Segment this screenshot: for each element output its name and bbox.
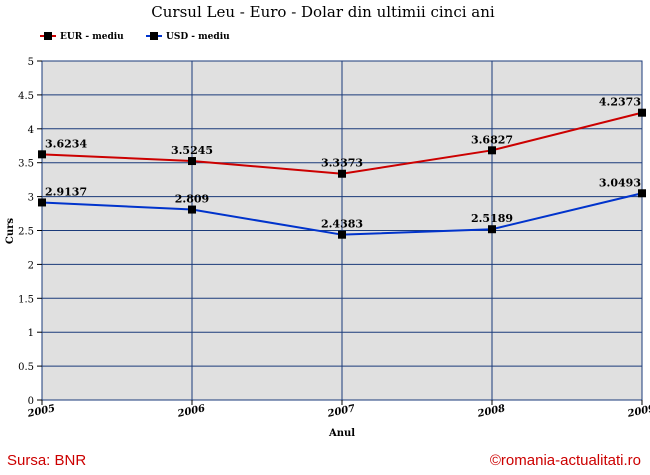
- data-label: 3.5245: [171, 144, 213, 157]
- grid: [41, 60, 643, 401]
- line-chart: Cursul Leu - Euro - Dolar din ultimii ci…: [5, 3, 650, 439]
- x-tick-label: 2007: [326, 403, 357, 420]
- data-label: 2.809: [175, 193, 209, 206]
- data-label: 3.0493: [599, 176, 641, 189]
- y-tick-label: 4.5: [18, 91, 34, 102]
- data-label: 3.6827: [471, 133, 513, 146]
- data-point: [38, 198, 46, 207]
- data-point: [488, 146, 496, 155]
- y-tick-label: 2: [28, 260, 34, 271]
- credit-link[interactable]: ©romania-actualitati.ro: [489, 452, 641, 469]
- data-label: 2.4383: [321, 218, 363, 231]
- chart-title: Cursul Leu - Euro - Dolar din ultimii ci…: [151, 3, 495, 21]
- y-tick-label: 2.5: [18, 227, 34, 238]
- legend-label: EUR - mediu: [60, 32, 124, 42]
- legend-label: USD - mediu: [166, 32, 230, 42]
- y-tick-label: 5: [28, 57, 34, 68]
- source-note: Sursa: BNR: [7, 452, 87, 469]
- legend-marker: [150, 32, 158, 40]
- data-point: [338, 169, 346, 178]
- x-axis: 2005 2006 2007 2008 2009: [26, 400, 650, 420]
- y-tick-label: 0.5: [18, 362, 34, 373]
- x-axis-title: Anul: [328, 428, 355, 439]
- data-point: [488, 225, 496, 234]
- y-tick-label: 3: [28, 193, 34, 204]
- y-tick-label: 1.5: [18, 294, 34, 305]
- y-tick-label: 1: [28, 328, 34, 339]
- data-label: 2.9137: [45, 185, 87, 198]
- x-tick-label: 2006: [176, 403, 207, 420]
- data-label: 3.3373: [321, 157, 363, 170]
- data-label: 3.6234: [45, 137, 87, 150]
- x-tick-label: 2008: [476, 403, 507, 420]
- data-point: [188, 205, 196, 214]
- data-label: 2.5189: [471, 212, 513, 225]
- data-point: [38, 150, 46, 159]
- y-tick-label: 3.5: [18, 159, 34, 170]
- series-layer: 3.6234 3.5245 3.3373 3.6827 4.2373 2.9137 2.80…: [38, 96, 646, 239]
- y-axis: 0 0.5 1 1.5 2 2.5 3 3.5 4 4.5 5: [18, 57, 42, 407]
- data-point: [188, 157, 196, 166]
- x-tick-label: 2009: [626, 403, 650, 420]
- data-point: [638, 108, 646, 117]
- data-label: 4.2373: [599, 96, 641, 109]
- data-point: [338, 230, 346, 239]
- data-point: [638, 189, 646, 198]
- y-axis-title: Curs: [5, 218, 16, 244]
- y-tick-label: 0: [28, 396, 34, 407]
- legend-marker: [44, 32, 52, 40]
- legend: EUR - mediu USD - mediu: [40, 32, 230, 42]
- y-tick-label: 4: [28, 125, 34, 136]
